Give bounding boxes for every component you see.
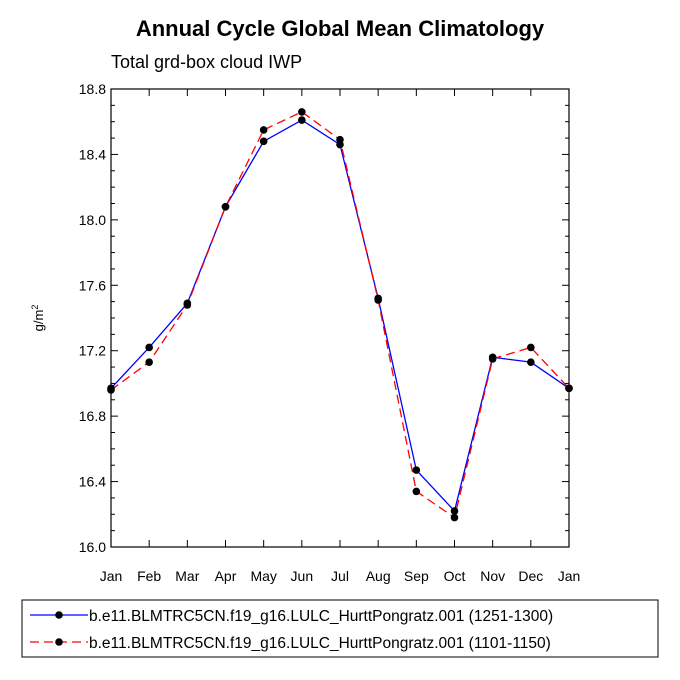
y-tick-label: 16.8 [79, 408, 106, 424]
chart-title: Annual Cycle Global Mean Climatology [136, 16, 545, 41]
x-tick-label: Jan [100, 568, 123, 584]
series-line-2 [110, 111, 570, 519]
x-axis: Jan Feb Mar Apr May Jun Jul Aug Sep Oct Nov Dec Jan [100, 89, 581, 584]
y-tick-label: 17.2 [79, 343, 106, 359]
x-tick-label: Mar [175, 568, 199, 584]
series-1-point [450, 507, 459, 515]
x-tick-label: May [250, 568, 276, 584]
x-tick-label: Nov [480, 568, 505, 584]
legend-label-1: b.e11.BLMTRC5CN.f19_g16.LULC_HurttPongra… [89, 608, 553, 625]
y-axis-label: g/m2 [30, 305, 46, 332]
y-tick-label: 16.4 [79, 474, 106, 490]
series-2-point [374, 296, 382, 304]
series-2-point [488, 355, 497, 363]
x-tick-label: Aug [366, 568, 391, 584]
series-2-point [107, 386, 115, 394]
series-1-point [527, 358, 535, 366]
series-2-point [259, 126, 268, 134]
series-1-point [259, 137, 268, 146]
series-layer [107, 108, 573, 522]
y-axis-label-text: g/m [31, 310, 46, 332]
series-1-point [145, 343, 153, 352]
legend-box [21, 599, 659, 658]
series-1-point [412, 466, 421, 474]
chart-subtitle: Total grd-box cloud IWP [111, 52, 302, 72]
series-2-point [183, 301, 192, 309]
x-tick-label: Dec [518, 568, 543, 584]
series-2-point [450, 513, 459, 522]
x-tick-label: Oct [444, 568, 466, 584]
series-2-point [336, 135, 344, 144]
legend-marker-2 [55, 638, 63, 646]
series-2-point [221, 202, 230, 211]
x-tick-label: Jan [558, 568, 581, 584]
y-tick-label: 17.6 [79, 277, 106, 293]
x-tick-label: Jul [331, 568, 349, 584]
x-tick-label: Sep [404, 568, 429, 584]
series-2-point [145, 358, 153, 366]
y-axis: 16.0 16.4 16.8 17.2 17.6 18.0 18.4 18.8 [79, 81, 569, 555]
y-tick-label: 18.4 [79, 146, 106, 162]
series-2-point [527, 343, 535, 352]
x-tick-label: Jun [291, 568, 314, 584]
legend: b.e11.BLMTRC5CN.f19_g16.LULC_HurttPongra… [21, 599, 659, 658]
series-2-point [298, 108, 306, 116]
legend-label-2: b.e11.BLMTRC5CN.f19_g16.LULC_HurttPongra… [89, 635, 551, 652]
series-1-point [298, 116, 306, 124]
y-tick-label: 18.8 [79, 81, 106, 97]
x-tick-label: Apr [215, 568, 237, 584]
series-2-point [412, 487, 421, 496]
x-tick-label: Feb [137, 568, 161, 584]
plot-frame [110, 88, 570, 548]
y-tick-label: 18.0 [79, 212, 106, 228]
y-tick-label: 16.0 [79, 539, 106, 555]
legend-marker-1 [55, 611, 63, 619]
y-axis-label-superscript: 2 [30, 305, 40, 310]
series-2-point [565, 384, 573, 393]
